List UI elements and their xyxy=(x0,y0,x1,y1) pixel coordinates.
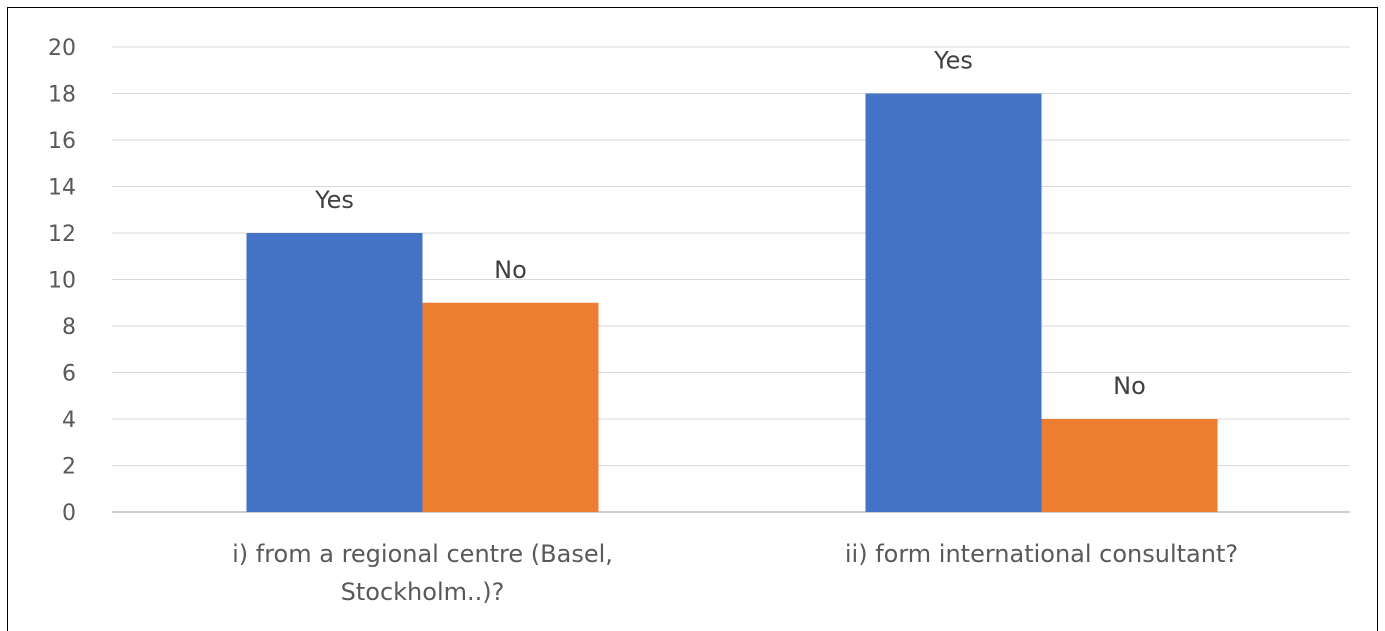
y-tick-label: 8 xyxy=(62,315,76,340)
bar xyxy=(246,233,423,512)
category-label: i) from a regional centre (Basel, xyxy=(232,540,613,568)
bars xyxy=(246,93,1218,512)
y-tick-label: 20 xyxy=(48,36,76,61)
y-tick-label: 2 xyxy=(62,455,76,480)
y-tick-label: 6 xyxy=(62,362,76,387)
y-tick-label: 4 xyxy=(62,408,76,433)
category-label: Stockholm..)? xyxy=(341,578,505,606)
y-tick-label: 0 xyxy=(62,501,76,526)
y-tick-label: 12 xyxy=(48,222,76,247)
category-labels: i) from a regional centre (Basel, Stockho… xyxy=(232,540,1238,606)
category-label: ii) form international consultant? xyxy=(845,540,1238,568)
chart-frame xyxy=(7,7,1378,631)
y-axis-ticks: 0 2 4 6 8 10 12 14 16 18 20 xyxy=(48,36,76,526)
y-tick-label: 16 xyxy=(48,129,76,154)
data-label: No xyxy=(494,256,527,284)
bar xyxy=(422,302,599,512)
data-labels: Yes No Yes No xyxy=(314,47,1146,401)
data-label: No xyxy=(1113,372,1146,400)
bar xyxy=(1041,419,1218,512)
y-tick-label: 10 xyxy=(48,269,76,294)
bar xyxy=(865,93,1042,512)
data-label: Yes xyxy=(314,186,354,214)
y-tick-label: 18 xyxy=(48,83,76,108)
y-tick-label: 14 xyxy=(48,176,76,201)
data-label: Yes xyxy=(933,47,973,75)
